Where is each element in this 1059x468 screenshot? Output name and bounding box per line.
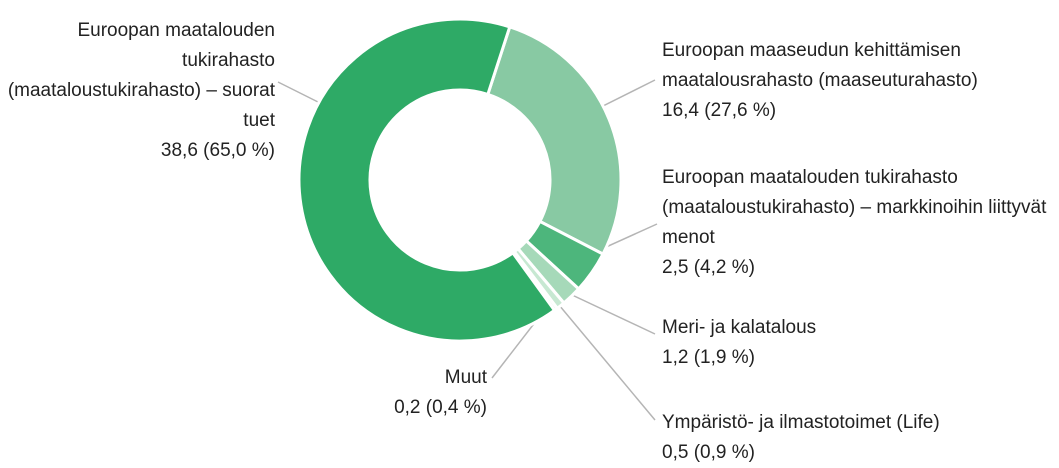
category-name: Ympäristö- ja ilmastotoimet (Life) — [662, 412, 940, 433]
value-label: 16,4 (27,6 %) — [662, 100, 777, 121]
slice-label: Muut 0,2 (0,4 %) — [287, 363, 487, 423]
value-label: 0,2 (0,4 %) — [394, 397, 487, 418]
slice-label: Euroopan maaseudun kehittämisen maatalou… — [662, 36, 1057, 126]
value-label: 38,6 (65,0 %) — [160, 140, 275, 161]
value-label: 2,5 (4,2 %) — [662, 257, 755, 278]
leader-line — [548, 292, 656, 421]
slice-label: Meri- ja kalatalous 1,2 (1,9 %) — [662, 313, 1057, 373]
category-name: Euroopan maaseudun kehittämisen maatalou… — [662, 40, 978, 91]
category-name: Muut — [444, 367, 487, 388]
value-label: 1,2 (1,9 %) — [662, 347, 755, 368]
leader-line — [277, 81, 323, 105]
category-name: Meri- ja kalatalous — [662, 317, 817, 338]
category-name: Euroopan maatalouden tukirahasto (maatal… — [7, 20, 275, 131]
donut-slice — [297, 17, 557, 343]
donut-slice — [485, 24, 623, 257]
slice-label: Euroopan maatalouden tukirahasto (maatal… — [5, 16, 275, 166]
value-label: 0,5 (0,9 %) — [662, 442, 755, 463]
slice-label: Euroopan maatalouden tukirahasto (maatal… — [662, 163, 1057, 283]
category-name: Euroopan maatalouden tukirahasto (maatal… — [662, 167, 1047, 248]
slice-label: Ympäristö- ja ilmastotoimet (Life) 0,5 (0… — [662, 408, 1057, 468]
